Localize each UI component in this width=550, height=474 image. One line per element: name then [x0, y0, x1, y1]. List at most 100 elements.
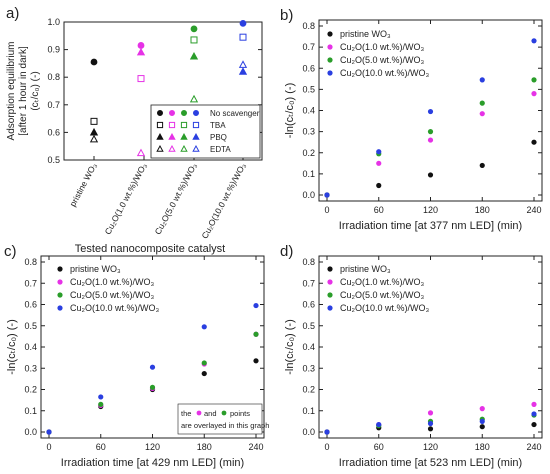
- y-axis-label: -ln(cₜ/c₀) (-): [284, 83, 296, 138]
- y-tick-label: 0.0: [24, 427, 37, 437]
- data-point: [479, 111, 485, 117]
- data-point: [46, 429, 52, 435]
- data-point: [89, 134, 99, 143]
- y-tick-label: 0.0: [302, 427, 315, 437]
- legend-entry: Cu₂O(1.0 wt.%)/WO₃: [70, 277, 155, 287]
- legend-marker: [156, 144, 164, 152]
- legend-entry: TBA: [210, 121, 226, 130]
- legend-marker: [57, 305, 63, 311]
- legend-entry: EDTA: [210, 145, 231, 154]
- data-point: [137, 75, 145, 83]
- legend-entry: Cu₂O(5.0 wt.%)/WO₃: [70, 290, 155, 300]
- x-tick-label: 120: [423, 442, 438, 452]
- legend-marker: [156, 132, 164, 140]
- x-axis-label: Irradiation time [at 377 nm LED] (min): [339, 220, 522, 232]
- y-tick-label: 0.5: [302, 84, 315, 94]
- data-point: [479, 77, 485, 83]
- legend-entry: Cu₂O(5.0 wt.%)/WO₃: [340, 290, 425, 300]
- category-label: Cu₂O(10.0 wt.%)/WO₃: [199, 161, 247, 240]
- legend-marker: [327, 44, 333, 50]
- x-tick-label: 120: [145, 442, 160, 452]
- data-point: [427, 129, 434, 135]
- data-point: [190, 36, 198, 44]
- data-point: [479, 424, 485, 430]
- data-point: [201, 324, 207, 330]
- note-text: and: [204, 409, 217, 418]
- category-label: pristine WO₃: [67, 161, 98, 208]
- data-point: [149, 384, 156, 390]
- data-point: [531, 401, 537, 407]
- y-tick-label: 0.8: [24, 257, 37, 267]
- legend-marker: [180, 132, 188, 140]
- legend-marker: [327, 266, 333, 272]
- y-tick-label: 0.6: [47, 127, 60, 137]
- legend-marker: [57, 266, 63, 272]
- data-point: [324, 429, 330, 435]
- legend-marker: [192, 144, 200, 152]
- data-point: [137, 42, 145, 49]
- x-tick-label: 240: [248, 442, 263, 452]
- legend-entry: Cu₂O(10.0 wt.%)/WO₃: [340, 303, 430, 313]
- y-tick-label: 0.5: [24, 321, 37, 331]
- x-tick-label: 180: [475, 205, 490, 215]
- x-tick-label: 60: [374, 442, 384, 452]
- legend-entry: pristine WO₃: [340, 29, 391, 39]
- legend-marker: [57, 279, 63, 285]
- legend-marker: [327, 279, 333, 285]
- data-point: [136, 148, 146, 157]
- legend-marker: [168, 144, 176, 152]
- legend-marker: [327, 70, 333, 76]
- legend: pristine WO₃ Cu₂O(1.0 wt.%)/WO₃ Cu₂O(5.0 w…: [57, 264, 160, 313]
- x-tick-label: 240: [526, 442, 541, 452]
- y-tick-label: 0.4: [302, 106, 315, 116]
- data-point: [427, 137, 434, 143]
- data-point: [427, 108, 434, 115]
- legend-marker: [180, 121, 188, 129]
- category-label: Cu₂O(5.0 wt.%)/WO₃: [153, 161, 199, 236]
- data-point: [324, 192, 330, 198]
- note-marker-green: [221, 410, 227, 416]
- x-tick-label: 0: [46, 442, 51, 452]
- category-label: Cu₂O(1.0 wt.%)/WO₃: [103, 161, 149, 236]
- x-tick-label: 180: [475, 442, 490, 452]
- panel-label: c): [4, 243, 17, 260]
- data-point: [90, 58, 98, 66]
- x-tick-label: 60: [374, 205, 384, 215]
- data-point: [253, 331, 259, 337]
- y-tick-label: 0.3: [302, 363, 315, 373]
- data-point: [189, 52, 199, 60]
- x-axis-label: Irradiation time [at 429 nm LED] (min): [61, 457, 244, 469]
- data-point: [531, 91, 537, 97]
- x-tick-label: 240: [526, 205, 541, 215]
- legend: pristine WO₃ Cu₂O(1.0 wt.%)/WO₃ Cu₂O(5.0 w…: [327, 29, 430, 78]
- data-point: [253, 302, 259, 309]
- y-tick-label: 0.6: [302, 300, 315, 310]
- panel-label: b): [280, 7, 293, 24]
- panel-label: a): [6, 5, 19, 22]
- legend-marker: [192, 132, 200, 140]
- data-point: [376, 421, 382, 428]
- data-point: [253, 358, 259, 364]
- y-tick-label: 0.8: [302, 21, 315, 31]
- data-point: [479, 418, 485, 424]
- y-tick-label: 0.9: [47, 45, 60, 55]
- legend-marker: [327, 305, 333, 311]
- y-tick-label: 1.0: [47, 17, 60, 27]
- legend-entry: Cu₂O(10.0 wt.%)/WO₃: [340, 68, 430, 78]
- y-axis-label: [after 1 hour in dark]: [18, 46, 29, 136]
- data-point: [89, 127, 99, 136]
- data-point: [98, 401, 104, 407]
- y-tick-label: 0.8: [47, 72, 60, 82]
- data-point: [201, 360, 207, 366]
- x-axis-label: Tested nanocomposite catalyst: [75, 243, 225, 255]
- legend-entry: PBQ: [210, 133, 227, 142]
- data-point: [531, 139, 537, 145]
- legend-marker: [156, 121, 164, 129]
- legend-marker: [327, 31, 333, 37]
- data-point: [190, 25, 198, 33]
- overlay-note: the and points are overlayed in this graph: [177, 403, 269, 435]
- data-point: [427, 426, 434, 432]
- note-box: [177, 403, 263, 435]
- note-text: points: [230, 409, 250, 418]
- panel-c: c) 0.0 0.1 0.2 0.3 0.4 0.5 0.6 0.7 0.8 0 60 120 180 24…: [4, 243, 269, 469]
